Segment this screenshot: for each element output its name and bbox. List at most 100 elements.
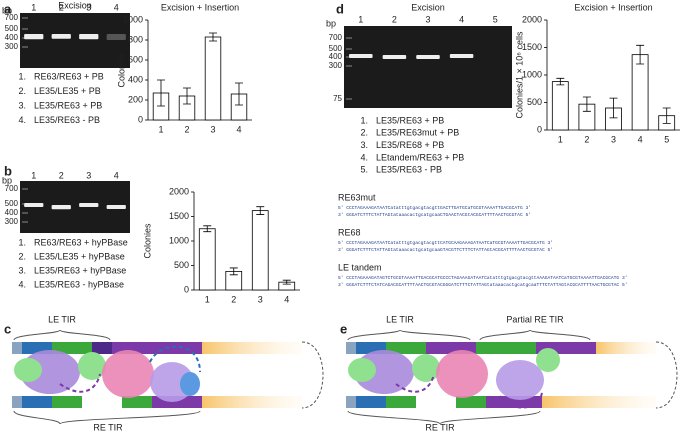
- bar: [204, 36, 222, 121]
- x-tick-label: 2: [231, 294, 236, 304]
- y-tick-label: 1500: [522, 42, 542, 52]
- marker-label: 500: [329, 44, 343, 53]
- y-tick-label: 500: [527, 97, 542, 107]
- gel-band: [51, 34, 71, 39]
- legend-number: 1.: [18, 71, 26, 81]
- legend-number: 3.: [18, 265, 26, 275]
- x-tick-label: 4: [638, 134, 643, 144]
- y-axis-label: Colonies/1 × 10⁶ cells: [514, 31, 524, 119]
- y-tick-label: 600: [128, 54, 143, 64]
- lane-label: 3: [86, 2, 91, 12]
- lane-label: 5: [493, 14, 498, 24]
- lane-label: 1: [31, 170, 36, 180]
- y-tick-label: 500: [174, 260, 189, 270]
- bar: [551, 81, 569, 131]
- lane-label: 3: [86, 170, 91, 180]
- marker-label: 500: [5, 199, 19, 208]
- lane-label: 1: [358, 14, 363, 24]
- marker-label: 300: [5, 42, 19, 51]
- x-tick-label: 4: [236, 124, 241, 134]
- ladder-band: [22, 212, 28, 214]
- legend-text: LE35/RE63 - PB: [376, 165, 442, 175]
- x-tick-label: 3: [258, 294, 263, 304]
- ladder-band: [346, 56, 352, 58]
- legend-number: 3.: [18, 100, 26, 110]
- legend-text: RE63/RE63 + PB: [34, 71, 104, 81]
- gel-band: [106, 205, 126, 209]
- x-tick-label: 2: [584, 134, 589, 144]
- panel-letter: e: [340, 321, 347, 336]
- tir-label: LE TIR: [386, 314, 414, 324]
- legend-number: 4.: [360, 152, 368, 162]
- ladder-band: [22, 28, 28, 30]
- legend-number: 5.: [360, 165, 368, 175]
- bp-label: bp: [2, 175, 12, 185]
- legend-number: 4.: [18, 115, 26, 125]
- y-tick-label: 0: [138, 114, 143, 124]
- legend-text: LE35/RE63 + hyPBase: [34, 265, 126, 275]
- panel-letter: b: [4, 163, 12, 178]
- legend-number: 2.: [18, 251, 26, 261]
- bar: [631, 54, 649, 131]
- legend-text: LEtandem/RE63 + PB: [376, 152, 464, 162]
- y-axis-label: Colonies: [116, 52, 126, 88]
- tir-label: Partial RE TIR: [506, 314, 564, 324]
- error-bar: [209, 32, 217, 42]
- gel-band: [24, 34, 44, 40]
- legend-number: 3.: [360, 140, 368, 150]
- panel-letter: d: [336, 1, 344, 16]
- legend-number: 2.: [360, 128, 368, 138]
- x-tick-label: 3: [611, 134, 616, 144]
- marker-label: 300: [5, 217, 19, 226]
- panel-letter: c: [4, 321, 11, 336]
- error-bar: [203, 225, 212, 233]
- sequence-bottom: 3' GGGATCTTTCTATTAGtataaacactgcatgcaaGTA…: [338, 247, 553, 253]
- chart-title: Excision + Insertion: [161, 2, 239, 12]
- sequence-top: 5' CCCTAGAAAGATAATCatatttgtgacgtacgttGAC…: [338, 205, 531, 211]
- sequence-bottom: 3' GGGATCTTTCTATTAGtataaacactgcatgcaaCTG…: [338, 212, 531, 218]
- error-bar: [609, 97, 618, 119]
- marker-label: 700: [5, 13, 19, 22]
- gel-band: [382, 55, 407, 59]
- error-bar: [183, 87, 191, 105]
- y-tick-label: 2000: [169, 186, 189, 196]
- legend-text: LE35/RE63 + PB: [34, 100, 102, 110]
- legend-text: LE35/RE63 - PB: [34, 115, 100, 125]
- error-bar: [282, 279, 291, 285]
- marker-label: 700: [329, 33, 343, 42]
- panel-letter: a: [4, 1, 12, 16]
- sequence-name: RE63mut: [338, 192, 376, 202]
- legend-number: 1.: [360, 115, 368, 125]
- y-axis-label: Colonies: [142, 223, 152, 259]
- sequence-top: 5' CCCTAGAAAGATAGTCTGCGTAAAATTGACGCATGCC…: [338, 275, 627, 281]
- lane-label: 4: [114, 170, 119, 180]
- ladder-band: [22, 17, 28, 19]
- ladder-band: [346, 37, 352, 39]
- marker-label: 300: [329, 61, 343, 70]
- y-tick-label: 1000: [522, 69, 542, 79]
- gel-band: [449, 54, 474, 58]
- legend-text: LE35/LE35 + hyPBase: [34, 251, 125, 261]
- error-bar: [582, 96, 591, 112]
- x-tick-label: 4: [284, 294, 289, 304]
- sequence-name: LE tandem: [338, 262, 382, 272]
- legend-text: LE35/RE68 + PB: [376, 140, 444, 150]
- sequence-top: 5' CCCTAGAAAGATAATCatatttgtgacgtacgttCAT…: [338, 240, 553, 246]
- tir-label: RE TIR: [93, 422, 123, 432]
- x-tick-label: 1: [158, 124, 163, 134]
- y-tick-label: 800: [128, 34, 143, 44]
- lane-label: 4: [459, 14, 464, 24]
- y-tick-label: 1000: [123, 14, 143, 24]
- legend-text: LE35/RE63 - hyPBase: [34, 279, 124, 289]
- lane-label: 2: [59, 2, 64, 12]
- y-tick-label: 0: [537, 124, 542, 134]
- ladder-band: [22, 46, 28, 48]
- bp-label: bp: [2, 5, 12, 15]
- x-tick-label: 1: [558, 134, 563, 144]
- gel-band: [51, 205, 71, 210]
- lane-label: 3: [425, 14, 430, 24]
- lane-label: 2: [59, 170, 64, 180]
- ladder-band: [346, 65, 352, 67]
- y-tick-label: 2000: [522, 14, 542, 24]
